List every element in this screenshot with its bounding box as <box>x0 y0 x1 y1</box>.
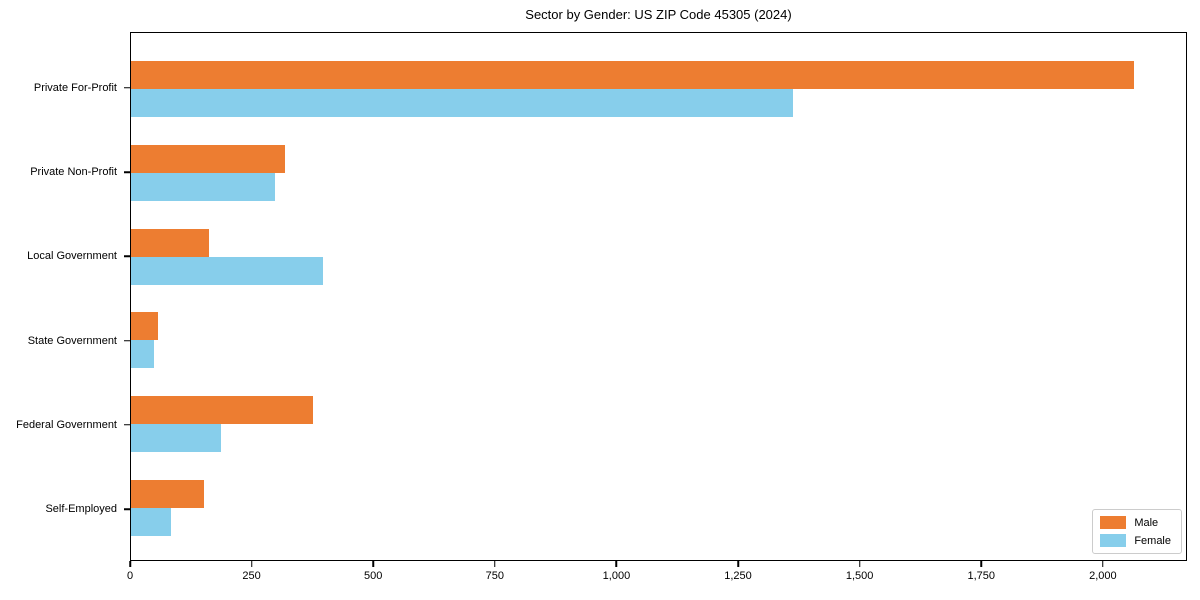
legend-item-male: Male <box>1100 516 1171 529</box>
x-axis: 0 250 500 750 1,000 1,250 1,500 1,750 2,000 <box>126 561 1187 593</box>
bar-male <box>131 144 285 173</box>
legend-swatch-female <box>1100 534 1127 547</box>
y-axis: Private For-Profit Private Non-Profit Loca… <box>0 32 130 561</box>
x-tick <box>372 561 374 567</box>
y-axis-label: Private For-Profit <box>33 81 117 94</box>
y-tick <box>124 424 130 426</box>
x-tick-label: 250 <box>242 570 261 582</box>
bar-female <box>131 256 323 285</box>
y-axis-label: Private Non-Profit <box>30 166 117 179</box>
x-tick-label: 750 <box>485 570 504 582</box>
y-tick <box>124 508 130 510</box>
bar-male <box>131 480 204 509</box>
bar-female <box>131 88 793 117</box>
x-tick <box>129 561 131 567</box>
bar-male <box>131 60 1134 89</box>
x-tick-label: 500 <box>364 570 383 582</box>
x-tick <box>737 561 739 567</box>
x-tick-label: 2,000 <box>1089 570 1117 582</box>
legend: Male Female <box>1092 509 1182 554</box>
y-axis-label: Local Government <box>27 250 117 263</box>
bar-male <box>131 228 209 257</box>
y-tick <box>124 171 130 173</box>
y-tick <box>124 255 130 258</box>
legend-label-female: Female <box>1134 534 1171 547</box>
x-tick <box>250 561 253 567</box>
y-tick <box>124 87 130 89</box>
chart-title: Sector by Gender: US ZIP Code 45305 (202… <box>525 7 792 22</box>
y-axis-label: State Government <box>27 334 117 347</box>
x-tick <box>980 561 982 567</box>
x-tick <box>615 561 618 567</box>
plot-area: Male Female <box>130 32 1187 561</box>
y-axis-label: Federal Government <box>16 418 117 431</box>
legend-item-female: Female <box>1100 534 1171 547</box>
x-tick-label: 1,000 <box>602 570 631 582</box>
y-axis-label: Self-Employed <box>45 503 117 515</box>
legend-swatch-male <box>1100 516 1127 529</box>
x-tick-label: 1,250 <box>724 570 752 582</box>
bar-female <box>131 508 171 537</box>
bar-female <box>131 340 155 369</box>
x-tick-label: 1,500 <box>845 570 874 582</box>
bar-male <box>131 396 313 425</box>
bar-female <box>131 424 222 453</box>
x-tick-label: 0 <box>126 570 134 582</box>
x-tick-label: 1,750 <box>967 570 995 582</box>
bar-female <box>131 172 275 201</box>
x-tick <box>1102 561 1104 567</box>
y-tick <box>124 339 130 342</box>
legend-label-male: Male <box>1134 516 1159 529</box>
x-tick <box>494 561 496 567</box>
bar-male <box>131 312 159 341</box>
x-tick <box>858 561 861 567</box>
